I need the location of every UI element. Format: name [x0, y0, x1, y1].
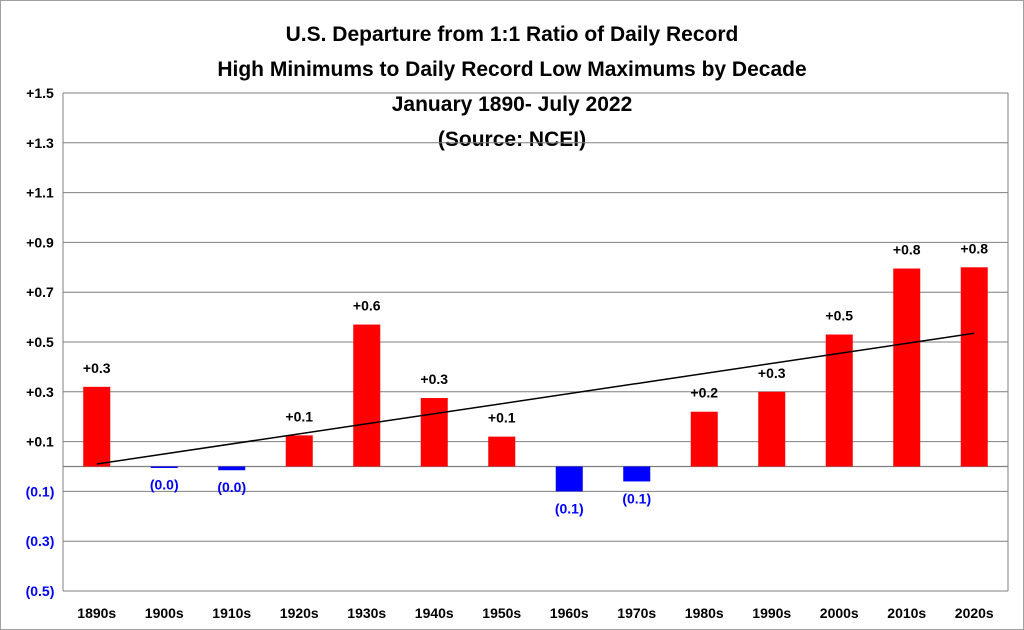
x-tick-label: 2000s	[820, 605, 859, 621]
data-label: +0.1	[285, 408, 313, 424]
y-tick-label: +0.3	[26, 384, 54, 400]
bar	[758, 391, 786, 467]
title-line-3: January 1890- July 2022	[392, 93, 633, 116]
title-line-4: (Source: NCEI)	[438, 128, 586, 151]
y-tick-label: +1.5	[26, 85, 54, 101]
x-tick-label: 1940s	[415, 605, 454, 621]
data-label: +0.8	[893, 242, 921, 258]
y-tick-label: +0.7	[26, 284, 54, 300]
title-line-1: U.S. Departure from 1:1 Ratio of Daily R…	[286, 23, 739, 46]
bar	[555, 466, 583, 492]
bar	[285, 435, 313, 467]
data-label: +0.2	[690, 385, 718, 401]
bar	[218, 466, 246, 471]
bar	[960, 267, 988, 467]
data-label: (0.1)	[555, 500, 584, 516]
x-tick-label: 1900s	[145, 605, 184, 621]
x-tick-label: 1920s	[280, 605, 319, 621]
bar	[353, 324, 381, 467]
x-tick-label: 1910s	[212, 605, 251, 621]
x-tick-label: 2020s	[955, 605, 994, 621]
bar	[893, 268, 921, 467]
data-label: +0.3	[420, 371, 448, 387]
data-labels: +0.3 (0.0) (0.0) +0.1 +0.6 +0.3 +0.1 (0.1) (0.1)…	[83, 240, 988, 516]
data-label: (0.0)	[217, 479, 246, 495]
bar	[150, 466, 178, 468]
bar	[825, 334, 853, 467]
y-tick-label: (0.1)	[26, 483, 55, 499]
y-axis: +1.5 +1.3 +1.1 +0.9 +0.7 +0.5 +0.3 +0.1 (0.1) (0.…	[26, 85, 55, 599]
bar	[623, 466, 651, 482]
x-tick-label: 1890s	[77, 605, 116, 621]
y-tick-label: +1.1	[26, 185, 54, 201]
data-label: (0.1)	[622, 490, 651, 506]
x-tick-label: 2010s	[887, 605, 926, 621]
x-tick-label: 1960s	[550, 605, 589, 621]
y-tick-label: (0.5)	[26, 583, 55, 599]
y-tick-label: +0.1	[26, 434, 54, 450]
x-tick-label: 1980s	[685, 605, 724, 621]
y-tick-label: +0.9	[26, 234, 54, 250]
x-tick-label: 1950s	[482, 605, 521, 621]
data-label: +0.6	[353, 298, 381, 314]
data-label: +0.8	[960, 240, 988, 256]
title-line-2: High Minimums to Daily Record Low Maximu…	[217, 58, 806, 81]
data-label: +0.3	[758, 365, 786, 381]
bar	[690, 411, 718, 467]
bar	[488, 436, 516, 467]
x-axis: 1890s 1900s 1910s 1920s 1930s 1940s 1950s 1960s…	[77, 605, 994, 621]
data-label: (0.0)	[150, 477, 179, 493]
trendline	[96, 332, 975, 465]
bars	[83, 267, 988, 492]
data-label: +0.3	[83, 360, 111, 376]
y-tick-label: +0.5	[26, 334, 54, 350]
bar	[420, 398, 448, 467]
bar	[83, 386, 111, 467]
y-tick-label: (0.3)	[26, 533, 55, 549]
chart-title: U.S. Departure from 1:1 Ratio of Daily R…	[217, 23, 806, 151]
data-label: +0.5	[825, 308, 853, 324]
trend-line	[96, 332, 975, 465]
x-tick-label: 1970s	[617, 605, 656, 621]
x-tick-label: 1930s	[347, 605, 386, 621]
data-label: +0.1	[488, 410, 516, 426]
x-tick-label: 1990s	[752, 605, 791, 621]
gridlines	[62, 92, 1009, 592]
y-tick-label: +1.3	[26, 135, 54, 151]
